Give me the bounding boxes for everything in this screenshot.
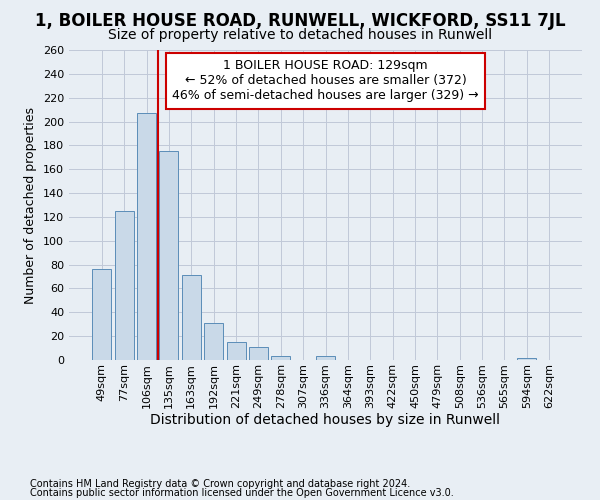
Bar bbox=[517, 358, 536, 360]
Bar bbox=[92, 270, 112, 360]
Bar bbox=[160, 152, 178, 360]
Text: Contains HM Land Registry data © Crown copyright and database right 2024.: Contains HM Land Registry data © Crown c… bbox=[30, 479, 410, 489]
Text: 1 BOILER HOUSE ROAD: 129sqm
← 52% of detached houses are smaller (372)
46% of se: 1 BOILER HOUSE ROAD: 129sqm ← 52% of det… bbox=[172, 60, 479, 102]
Bar bbox=[137, 113, 156, 360]
Y-axis label: Number of detached properties: Number of detached properties bbox=[25, 106, 37, 304]
Text: Contains public sector information licensed under the Open Government Licence v3: Contains public sector information licen… bbox=[30, 488, 454, 498]
Bar bbox=[227, 342, 245, 360]
Text: 1, BOILER HOUSE ROAD, RUNWELL, WICKFORD, SS11 7JL: 1, BOILER HOUSE ROAD, RUNWELL, WICKFORD,… bbox=[35, 12, 565, 30]
Bar bbox=[115, 211, 134, 360]
Bar bbox=[271, 356, 290, 360]
Bar bbox=[316, 356, 335, 360]
Bar bbox=[249, 347, 268, 360]
Bar bbox=[182, 276, 201, 360]
Text: Size of property relative to detached houses in Runwell: Size of property relative to detached ho… bbox=[108, 28, 492, 42]
Bar bbox=[204, 323, 223, 360]
X-axis label: Distribution of detached houses by size in Runwell: Distribution of detached houses by size … bbox=[151, 414, 500, 428]
